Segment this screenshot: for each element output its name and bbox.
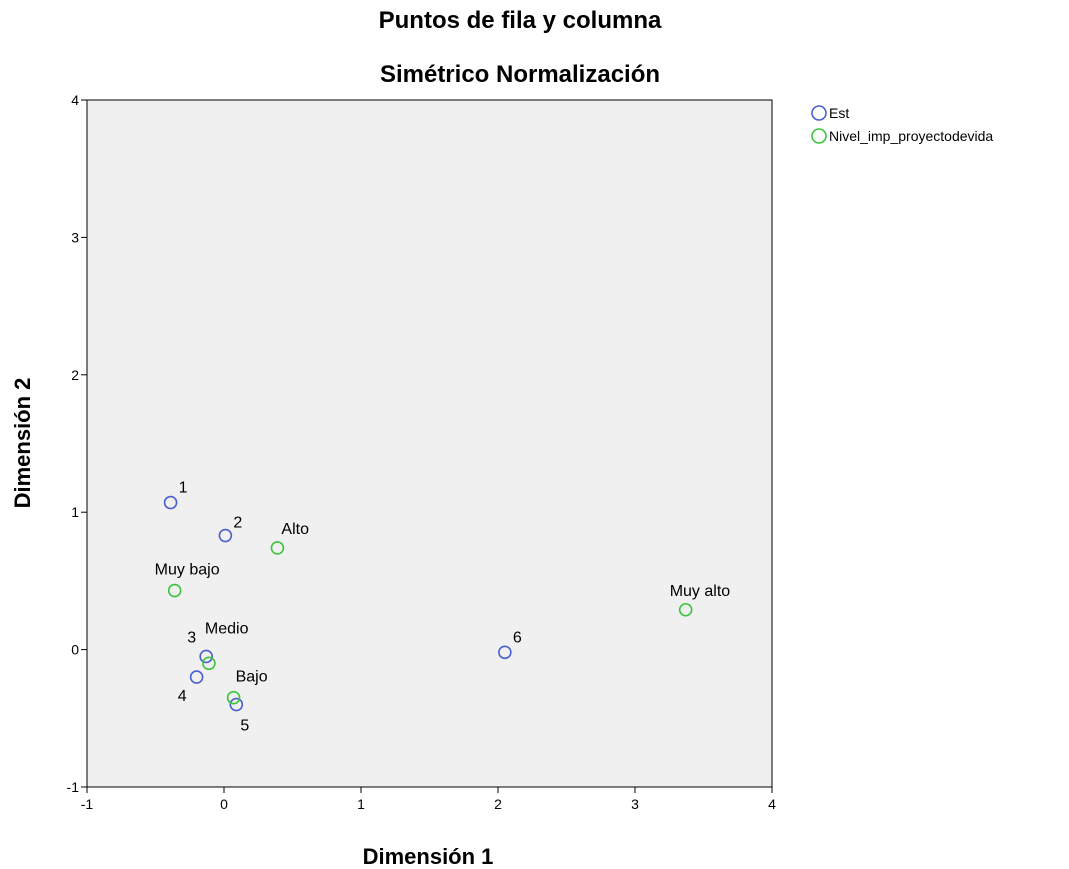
data-point: [226, 690, 241, 705]
data-point: [270, 541, 285, 555]
data-point: [498, 645, 512, 660]
legend-marker: [811, 128, 827, 144]
chart-title: Puntos de fila y columna: [379, 7, 662, 34]
x-tick-label: 2: [494, 796, 502, 812]
data-point: [678, 602, 693, 617]
legend: Est Nivel_imp_proyectodevida: [811, 105, 993, 144]
legend-marker: [811, 105, 827, 121]
y-axis: -1 0 1 2 3 4: [67, 92, 87, 795]
data-point: [202, 656, 216, 671]
x-tick-label: -1: [81, 796, 94, 812]
x-tick-label: 4: [768, 796, 776, 812]
point-label: Muy bajo: [155, 562, 220, 579]
data-point: [189, 670, 204, 684]
plot-area: [86, 99, 773, 788]
data-points: 1 2 3 4 5 6 Alto Muy bajo Medio Bajo Muy alto: [155, 480, 731, 735]
y-tick-label: -1: [67, 779, 80, 795]
x-axis-title: Dimensión 1: [363, 844, 494, 869]
point-label: Bajo: [236, 669, 268, 686]
y-tick-label: 4: [71, 92, 79, 108]
data-point: [199, 649, 213, 664]
point-label: 2: [233, 515, 242, 532]
chart-subtitle: Simétrico Normalización: [380, 61, 660, 88]
point-label: Muy alto: [670, 583, 731, 600]
point-label: 4: [178, 688, 187, 705]
data-point: [229, 697, 244, 712]
data-point: [163, 495, 178, 510]
point-label: 5: [240, 718, 249, 735]
x-tick-label: 1: [357, 796, 365, 812]
y-tick-label: 2: [71, 367, 79, 383]
point-label: Medio: [205, 620, 249, 637]
x-tick-label: 3: [631, 796, 639, 812]
point-label: 3: [187, 629, 196, 646]
point-label: 6: [513, 629, 522, 646]
point-label: Alto: [281, 521, 309, 538]
y-tick-label: 3: [71, 229, 79, 245]
x-axis: -1 0 1 2 3 4: [81, 787, 776, 812]
point-label: 1: [179, 480, 188, 497]
data-point: [167, 583, 182, 598]
legend-entry-label: Est: [829, 105, 849, 121]
x-tick-label: 0: [220, 796, 228, 812]
data-point: [218, 528, 233, 543]
legend-entry-label: Nivel_imp_proyectodevida: [829, 128, 993, 144]
y-axis-title: Dimensión 2: [10, 378, 35, 509]
y-tick-label: 1: [71, 504, 79, 520]
y-tick-label: 0: [71, 642, 79, 658]
